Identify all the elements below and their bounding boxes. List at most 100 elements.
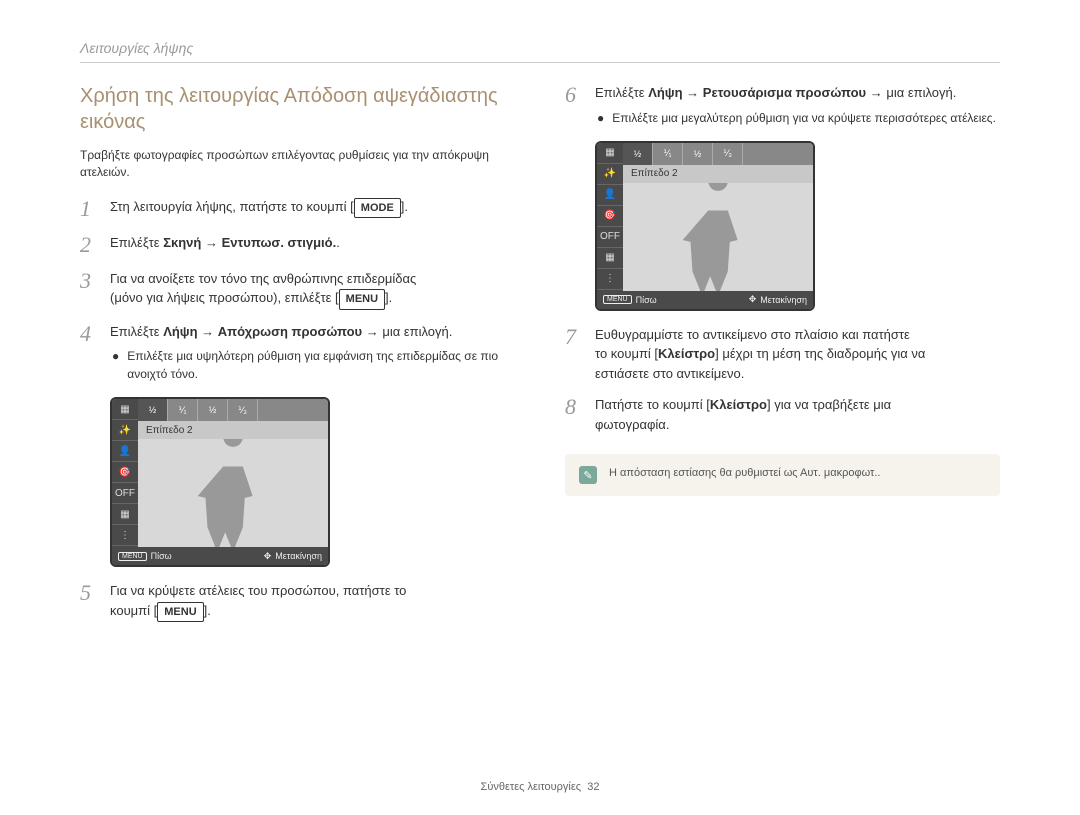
footer: Σύνθετες λειτουργίες 32 [0,781,1080,793]
preview-silhouette [138,439,328,547]
right-column: 6 Επιλέξτε Λήψη → Ρετουσάρισμα προσώπου … [565,83,1000,634]
preview-topbar: ½ ⅟₁ ½ ⅟₃ [138,399,328,421]
step-8-b: Κλείστρο [710,397,767,412]
step-7-line1: Ευθυγραμμίστε το αντικείμενο στο πλαίσιο… [595,325,925,345]
top-tab: ⅟₃ [713,143,743,165]
step-3-line2a: (μόνο για λήψεις προσώπου), επιλέξτε [ [110,290,339,305]
step-6-b1: Λήψη [648,85,682,100]
preview-bottom-bar: MENU Πίσω ✥ Μετακίνηση [597,291,813,309]
sidebar-icon: ▦ [597,143,623,164]
step-number: 7 [565,325,583,384]
preview-label: Επίπεδο 2 [623,165,813,183]
step-7-b: Κλείστρο [658,346,715,361]
bullet-icon: ● [112,347,119,383]
sidebar-icon: OFF [112,483,138,504]
move-icon: ✥ [749,294,757,305]
move-label: Μετακίνηση [275,551,322,561]
step-4: 4 Επιλέξτε Λήψη → Απόχρωση προσώπου → μι… [80,322,515,384]
step-6-post: μια επιλογή. [886,85,956,100]
step-1: 1 Στη λειτουργία λήψης, πατήστε το κουμπ… [80,197,515,221]
back-label: Πίσω [636,295,657,305]
step-number: 2 [80,233,98,257]
sidebar-icon: 🎯 [597,206,623,227]
sidebar-icon: ⋮ [112,525,138,546]
step-6-a1: → [683,85,703,100]
move-label: Μετακίνηση [760,295,807,305]
footer-label: Σύνθετες λειτουργίες [481,781,582,793]
footer-page: 32 [587,781,599,793]
move-icon: ✥ [264,551,272,562]
step-4-b2: Απόχρωση προσώπου [218,324,362,339]
sidebar-icon: ✨ [597,164,623,185]
step-7-l2b: ] μέχρι τη μέση της διαδρομής για να [715,346,925,361]
sidebar-icon: ▦ [112,504,138,525]
step-5-line1: Για να κρύψετε ατέλειες του προσώπου, πα… [110,581,406,601]
preview-sidebar: ▦ ✨ 👤 🎯 OFF ▦ ⋮ [112,399,138,565]
top-tab: ½ [683,143,713,165]
step-6-pre: Επιλέξτε [595,85,648,100]
step-6-b2: Ρετουσάρισμα προσώπου [703,85,866,100]
preview-label: Επίπεδο 2 [138,421,328,439]
step-4-pre: Επιλέξτε [110,324,163,339]
page-title: Χρήση της λειτουργίας Απόδοση αψεγάδιαστ… [80,83,515,135]
step-3-line1: Για να ανοίξετε τον τόνο της ανθρώπινης … [110,269,416,289]
step-5: 5 Για να κρύψετε ατέλειες του προσώπου, … [80,581,515,622]
step-2-arrow: → [201,235,221,250]
top-tab: ⅟₁ [168,399,198,421]
preview-bottom-bar: MENU Πίσω ✥ Μετακίνηση [112,547,328,565]
sidebar-icon: ✨ [112,420,138,441]
sidebar-icon: OFF [597,227,623,248]
step-1-text-pre: Στη λειτουργία λήψης, πατήστε το κουμπί … [110,199,354,214]
intro-text: Τραβήξτε φωτογραφίες προσώπων επιλέγοντα… [80,147,515,181]
step-number: 4 [80,322,98,384]
step-8-l1a: Πατήστε το κουμπί [ [595,397,710,412]
step-3-line2b: ]. [385,290,392,305]
step-4-b1: Λήψη [163,324,197,339]
left-column: Χρήση της λειτουργίας Απόδοση αψεγάδιαστ… [80,83,515,634]
sidebar-icon: 👤 [597,185,623,206]
note-box: ✎ Η απόσταση εστίασης θα ρυθμιστεί ως Αυ… [565,454,1000,496]
breadcrumb: Λειτουργίες λήψης [80,40,1000,63]
step-5-line2b: ]. [204,603,211,618]
sidebar-icon: 🎯 [112,462,138,483]
note-text: Η απόσταση εστίασης θα ρυθμιστεί ως Αυτ.… [609,466,880,484]
step-2-post: . [336,235,340,250]
camera-preview: ▦ ✨ 👤 🎯 OFF ▦ ⋮ ½ ⅟₁ ½ ⅟₃ Επίπεδο 2 [595,141,815,311]
step-7: 7 Ευθυγραμμίστε το αντικείμενο στο πλαίσ… [565,325,1000,384]
step-6: 6 Επιλέξτε Λήψη → Ρετουσάρισμα προσώπου … [565,83,1000,127]
step-3: 3 Για να ανοίξετε τον τόνο της ανθρώπινη… [80,269,515,310]
mode-button-label: MODE [354,198,401,219]
note-icon: ✎ [579,466,597,484]
step-number: 1 [80,197,98,221]
step-number: 5 [80,581,98,622]
step-number: 3 [80,269,98,310]
camera-preview: ▦ ✨ 👤 🎯 OFF ▦ ⋮ ½ ⅟₁ ½ ⅟₃ Επίπεδο 2 [110,397,330,567]
back-label: Πίσω [151,551,172,561]
step-7-l2a: το κουμπί [ [595,346,658,361]
step-2: 2 Επιλέξτε Σκηνή → Εντυπωσ. στιγμιό.. [80,233,515,257]
menu-mini-label: MENU [603,295,632,304]
step-4-bullet: Επιλέξτε μια υψηλότερη ρύθμιση για εμφάν… [127,347,515,383]
step-2-b2: Εντυπωσ. στιγμιό. [222,235,337,250]
sidebar-icon: ▦ [597,248,623,269]
step-4-post: μια επιλογή. [382,324,452,339]
top-tab: ½ [138,399,168,421]
top-tab: ½ [198,399,228,421]
menu-mini-label: MENU [118,552,147,561]
step-4-a2: → [362,324,382,339]
step-2-pre: Επιλέξτε [110,235,163,250]
step-4-a1: → [198,324,218,339]
step-number: 8 [565,395,583,434]
step-1-text-post: ]. [401,199,408,214]
step-7-line3: εστιάσετε στο αντικείμενο. [595,364,925,384]
menu-button-label: MENU [157,602,203,623]
menu-button-label: MENU [339,289,385,310]
step-6-a2: → [866,85,886,100]
sidebar-icon: ▦ [112,399,138,420]
step-2-b1: Σκηνή [163,235,201,250]
step-8-l1b: ] για να τραβήξετε μια [767,397,891,412]
top-tab: ½ [623,143,653,165]
top-tab: ⅟₃ [228,399,258,421]
step-5-line2a: κουμπί [ [110,603,157,618]
top-tab: ⅟₁ [653,143,683,165]
